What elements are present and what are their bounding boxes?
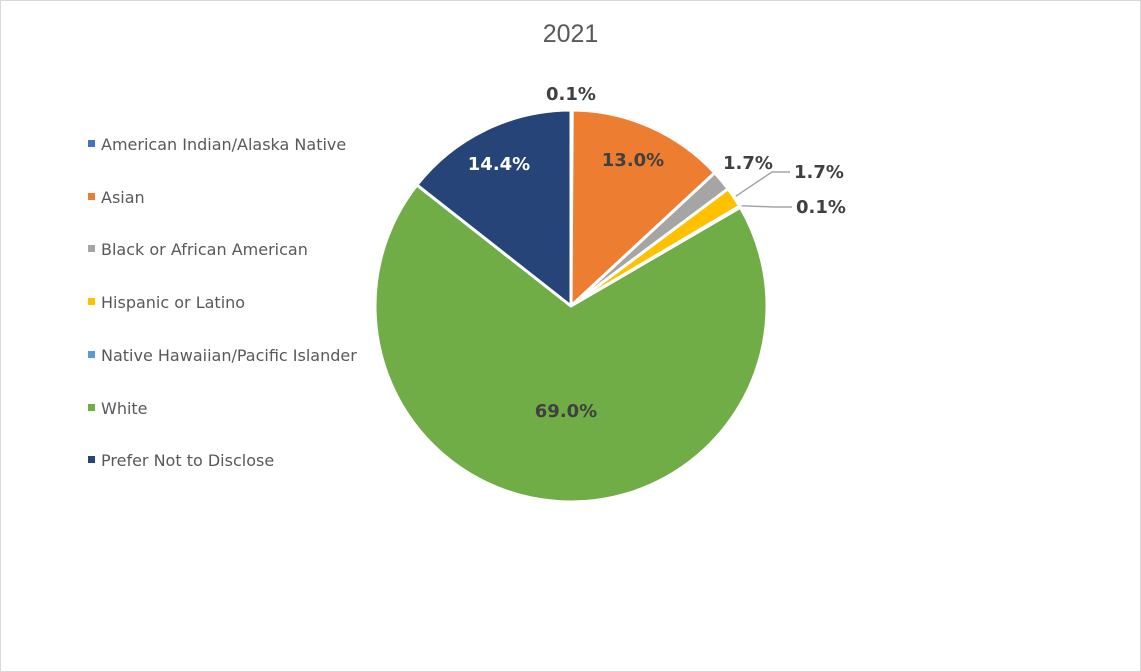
chart-title: 2021	[542, 20, 599, 48]
legend-label: Prefer Not to Disclose	[101, 451, 275, 471]
legend-item: White	[88, 398, 148, 420]
data-label: 13.0%	[602, 150, 664, 171]
legend-item: Native Hawaiian/Pacific Islander	[88, 345, 357, 367]
legend-label: American Indian/Alaska Native	[101, 135, 347, 154]
legend-label: Native Hawaiian/Pacific Islander	[101, 345, 357, 365]
legend-swatch	[88, 245, 95, 253]
data-label: 69.0%	[535, 401, 597, 422]
legend-item: American Indian/Alaska Native	[88, 134, 346, 156]
legend-item: Asian	[88, 187, 145, 209]
pie-slice	[415, 108, 573, 308]
leader-line	[741, 204, 792, 208]
legend-item: Black or African American	[88, 239, 308, 261]
data-label: 0.1%	[796, 197, 846, 218]
data-label: 1.7%	[794, 162, 844, 183]
legend-label: Hispanic or Latino	[101, 293, 246, 313]
legend-item: Hispanic or Latino	[88, 292, 245, 314]
legend-swatch	[88, 140, 95, 147]
legend-label: Asian	[101, 187, 145, 207]
legend-swatch	[88, 192, 95, 200]
pie-slice	[373, 183, 769, 504]
legend-label: Black or African American	[101, 240, 308, 260]
legend-swatch	[88, 298, 95, 306]
data-label: 14.4%	[468, 154, 530, 175]
legend-swatch	[88, 403, 95, 411]
legend-swatch	[88, 456, 95, 464]
pie-slice	[569, 108, 717, 308]
legend-swatch	[88, 350, 95, 358]
legend-label: White	[101, 398, 148, 418]
data-label: 0.1%	[546, 84, 596, 105]
legend-item: Prefer Not to Disclose	[88, 450, 274, 472]
data-label: 1.7%	[723, 153, 773, 174]
leader-line	[735, 171, 790, 197]
